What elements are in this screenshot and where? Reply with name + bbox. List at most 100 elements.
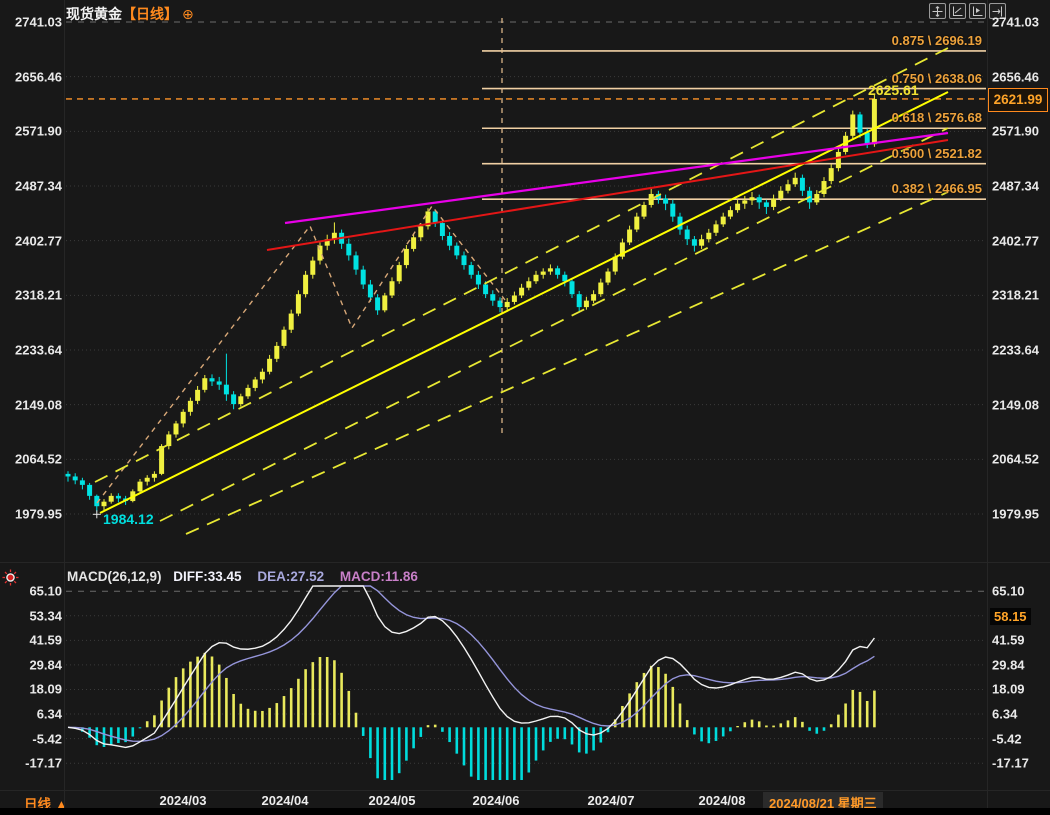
price-tick-right: 2402.77 (992, 233, 1039, 249)
price-tick-left: 2741.03 (15, 14, 62, 30)
alert-bell-icon[interactable] (2, 569, 19, 586)
time-tick-label: 2024/06 (472, 793, 520, 808)
candle-body (627, 229, 633, 243)
candle-body (367, 284, 373, 298)
macd-dea-value: DEA:27.52 (257, 569, 325, 584)
macd-tick-left: -5.42 (32, 731, 62, 747)
candle-body (612, 256, 618, 272)
candle-body (411, 237, 417, 249)
candle-body (828, 168, 834, 182)
candle-body (396, 265, 402, 282)
candle-body (619, 242, 625, 257)
candle-body (310, 260, 316, 275)
candle-body (533, 274, 539, 282)
candle-body (756, 197, 762, 203)
candle-body (108, 495, 114, 502)
macd-tick-right: 41.59 (992, 632, 1025, 648)
price-tick-right: 2571.90 (992, 123, 1039, 139)
macd-tick-right: 18.09 (992, 681, 1025, 697)
axis-auto-icon[interactable] (969, 3, 986, 19)
candle-body (727, 210, 733, 217)
fib-level-label: 0.875 \ 2696.19 (891, 32, 982, 48)
candle-body (511, 295, 517, 302)
candle-body (771, 198, 777, 207)
macd-tick-left: 29.84 (29, 657, 62, 673)
candle-body (144, 477, 150, 482)
price-tick-right: 2064.52 (992, 451, 1039, 467)
candle-body (101, 501, 107, 507)
candle-body (94, 495, 100, 507)
candle-body (324, 239, 330, 246)
trendline-red (266, 139, 949, 251)
candle-body (483, 284, 489, 295)
candle-body (418, 226, 424, 238)
price-tick-right: 2741.03 (992, 14, 1039, 30)
candle-body (871, 98, 877, 145)
candle-body (540, 271, 546, 275)
macd-diff-value: DIFF:33.45 (173, 569, 242, 584)
candle-body (526, 281, 532, 288)
candle-body (799, 177, 805, 191)
candle-body (187, 400, 193, 412)
candle-body (684, 229, 690, 240)
macd-tick-left: 53.34 (29, 608, 62, 624)
right-axis-separator (987, 0, 988, 808)
price-tick-right: 2656.46 (992, 69, 1039, 85)
macd-dea-line (67, 585, 875, 743)
candle-body (504, 301, 510, 308)
zoom-add-icon[interactable]: ⊕ (182, 6, 194, 22)
macd-params-label: MACD(26,12,9) (67, 569, 162, 584)
macd-tick-right: 29.84 (992, 657, 1025, 673)
move-tool-icon[interactable] (929, 3, 946, 19)
candle-body (65, 473, 71, 477)
candle-body (267, 358, 273, 372)
candle-body (346, 243, 352, 256)
panel-separator (0, 562, 1050, 563)
candle-body (468, 265, 474, 275)
candle-body (677, 216, 683, 230)
candle-body (670, 203, 676, 217)
candle-body (835, 151, 841, 169)
candle-body (295, 294, 301, 314)
price-tick-left: 2233.64 (15, 342, 62, 358)
time-tick-label: 2024/07 (587, 793, 635, 808)
fib-level-label: 0.382 \ 2466.95 (891, 181, 982, 197)
goto-latest-icon[interactable] (989, 3, 1006, 19)
candle-body (475, 274, 481, 285)
candle-body (180, 411, 186, 424)
candle-body (713, 224, 719, 233)
time-tick-label: 2024/03 (159, 793, 207, 808)
price-tick-right: 2487.34 (992, 178, 1039, 194)
candle-body (317, 245, 323, 261)
macd-tick-right: 65.10 (992, 583, 1025, 599)
axis-scale-icon[interactable] (949, 3, 966, 19)
price-tick-left: 2571.90 (15, 123, 62, 139)
candle-body (72, 476, 78, 481)
candle-body (864, 132, 870, 145)
price-tick-right: 2149.08 (992, 397, 1039, 413)
price-tick-left: 2318.21 (15, 287, 62, 303)
candle-body (850, 114, 856, 136)
swing-low-label: 1984.12 (103, 511, 154, 527)
price-tick-left: 1979.95 (15, 506, 62, 522)
price-tick-right: 2233.64 (992, 342, 1039, 358)
candle-body (137, 481, 143, 492)
trendline-magenta (284, 131, 949, 225)
price-tick-right: 2318.21 (992, 287, 1039, 303)
candle-body (763, 202, 769, 207)
candle-body (245, 387, 251, 397)
macd-tick-left: -17.17 (25, 755, 62, 771)
candle-body (778, 190, 784, 199)
candle-body (223, 384, 229, 395)
macd-tick-right: -17.17 (992, 755, 1029, 771)
candle-body (591, 294, 597, 301)
taskbar-strip (0, 808, 1050, 815)
candle-body (353, 255, 359, 270)
pattern-zigzag-line[interactable] (96, 204, 506, 504)
left-axis-separator (64, 0, 65, 808)
candle-body (274, 345, 280, 359)
candle-body (569, 281, 575, 295)
trendline-solid (99, 91, 949, 514)
candle-body (209, 378, 215, 382)
